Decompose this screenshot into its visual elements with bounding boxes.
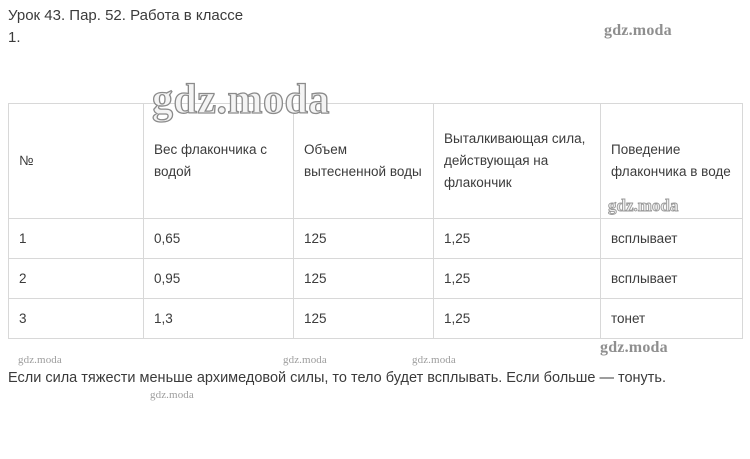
- cell-force: 1,25: [433, 298, 601, 339]
- column-header-buoyant-force-label: Выталкивающая сила, действующая на флако…: [444, 131, 586, 190]
- watermark-text: gdz.moda: [150, 389, 194, 401]
- table-header-row: № Вес флакончика с водой Объем вытесненн…: [8, 103, 743, 219]
- watermark-text: gdz.moda: [604, 22, 672, 39]
- watermark-text: gdz.moda: [18, 354, 62, 366]
- cell-behavior: всплывает: [600, 258, 743, 299]
- column-header-behavior-label: Поведение флакончика в воде: [611, 142, 731, 179]
- column-header-number: №: [8, 103, 144, 219]
- column-header-weight: Вес флакончика с водой: [143, 103, 294, 219]
- cell-number: 3: [8, 298, 144, 339]
- table-row: 2 0,95 125 1,25 всплывает: [8, 258, 743, 299]
- cell-weight: 0,65: [143, 218, 294, 259]
- cell-volume: 125: [293, 258, 434, 299]
- column-header-volume-label: Объем вытесненной воды: [304, 142, 422, 179]
- cell-behavior: всплывает: [600, 218, 743, 259]
- cell-force: 1,25: [433, 218, 601, 259]
- conclusion-paragraph: Если сила тяжести меньше архимедовой сил…: [8, 370, 666, 386]
- column-header-volume: Объем вытесненной воды: [293, 103, 434, 219]
- table-row: 3 1,3 125 1,25 тонет: [8, 298, 743, 339]
- cell-behavior: тонет: [600, 298, 743, 339]
- task-number-label: 1.: [8, 29, 21, 46]
- page-title: Урок 43. Пар. 52. Работа в классе: [8, 7, 244, 24]
- watermark-text: gdz.moda: [283, 354, 327, 366]
- column-header-weight-label: Вес флакончика с водой: [154, 142, 268, 179]
- watermark-text: gdz.moda: [412, 354, 456, 366]
- watermark-text: gdz.moda: [600, 339, 668, 356]
- column-header-behavior: Поведение флакончика в воде: [600, 103, 743, 219]
- experiment-results-table: № Вес флакончика с водой Объем вытесненн…: [8, 103, 743, 339]
- cell-weight: 1,3: [143, 298, 294, 339]
- cell-volume: 125: [293, 298, 434, 339]
- cell-volume: 125: [293, 218, 434, 259]
- table-row: 1 0,65 125 1,25 всплывает: [8, 218, 743, 259]
- column-header-buoyant-force: Выталкивающая сила, действующая на флако…: [433, 103, 601, 219]
- column-header-number-label: №: [19, 153, 34, 168]
- cell-number: 2: [8, 258, 144, 299]
- cell-weight: 0,95: [143, 258, 294, 299]
- cell-number: 1: [8, 218, 144, 259]
- cell-force: 1,25: [433, 258, 601, 299]
